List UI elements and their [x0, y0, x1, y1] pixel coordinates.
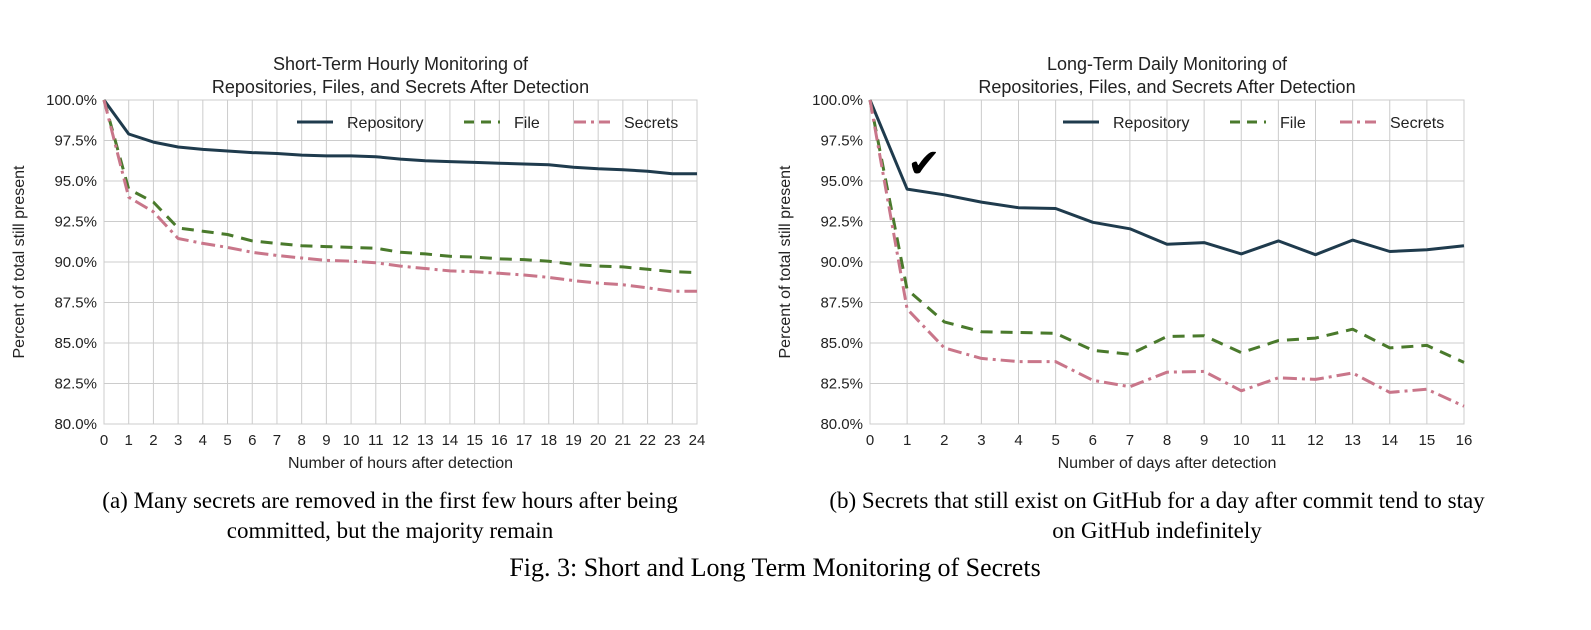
x-tick-label: 2	[149, 432, 157, 449]
y-axis-label: Percent of total still present	[11, 165, 28, 359]
series-line-file	[868, 99, 1465, 364]
y-tick-label: 97.5%	[54, 133, 97, 150]
x-axis-label: Number of days after detection	[1058, 455, 1277, 472]
y-tick-label: 87.5%	[820, 295, 863, 312]
x-tick-label: 6	[248, 432, 256, 449]
figure-caption: Fig. 3: Short and Long Term Monitoring o…	[509, 553, 1040, 582]
x-tick-label: 10	[1233, 432, 1250, 449]
x-tick-label: 15	[466, 432, 483, 449]
x-tick-label: 5	[1051, 432, 1059, 449]
chart-long-term: 80.0% 82.5% 85.0% 87.5% 90.0% 92.5% 95.0% 97.5%…	[777, 54, 1485, 543]
x-tick-label: 8	[1163, 432, 1171, 449]
x-tick-label: 12	[1307, 432, 1324, 449]
x-tick-label: 24	[689, 432, 706, 449]
x-tick-label: 10	[343, 432, 360, 449]
series-line-repository	[102, 99, 697, 176]
x-tick-label: 1	[903, 432, 911, 449]
chart-short-term: 80.0% 82.5% 85.0% 87.5% 90.0% 92.5% 95.0% 97.5%…	[11, 54, 705, 543]
x-tick-label: 13	[417, 432, 434, 449]
x-tick-label: 7	[273, 432, 281, 449]
y-tick-label: 82.5%	[820, 376, 863, 393]
chart-title: Long-Term Daily Monitoring of	[1047, 54, 1288, 74]
legend-label-repository: Repository	[347, 115, 423, 132]
y-tick-label: 82.5%	[54, 376, 97, 393]
y-tick-label: 80.0%	[54, 416, 97, 433]
x-tick-label: 3	[977, 432, 985, 449]
x-tick-label: 22	[639, 432, 656, 449]
x-tick-label: 4	[199, 432, 207, 449]
subfigure-caption: (b) Secrets that still exist on GitHub f…	[829, 488, 1485, 513]
x-tick-label: 16	[1456, 432, 1473, 449]
chart-title: Repositories, Files, and Secrets After D…	[978, 77, 1355, 97]
x-tick-label: 19	[565, 432, 582, 449]
plot-frame	[869, 99, 1465, 425]
x-tick-label: 3	[174, 432, 182, 449]
x-tick-label: 17	[516, 432, 533, 449]
x-tick-label: 7	[1126, 432, 1134, 449]
y-axis-label: Percent of total still present	[777, 165, 794, 359]
legend-label-file: File	[1280, 115, 1306, 132]
x-tick-label: 5	[223, 432, 231, 449]
x-axis-label: Number of hours after detection	[288, 455, 513, 472]
subfigure-caption: on GitHub indefinitely	[1052, 518, 1262, 543]
y-tick-label: 100.0%	[46, 92, 97, 109]
y-tick-label: 92.5%	[54, 214, 97, 231]
y-tick-label: 95.0%	[820, 173, 863, 190]
series-line-secrets	[102, 99, 697, 293]
x-tick-label: 11	[368, 432, 384, 449]
chart-title: Short-Term Hourly Monitoring of	[273, 54, 529, 74]
y-tick-label: 80.0%	[820, 416, 863, 433]
chart-title: Repositories, Files, and Secrets After D…	[212, 77, 589, 97]
x-tick-label: 20	[590, 432, 607, 449]
x-tick-label: 0	[100, 432, 108, 449]
series-line-repository	[868, 99, 1465, 257]
x-tick-label: 0	[866, 432, 874, 449]
y-tick-label: 92.5%	[820, 214, 863, 231]
x-tick-label: 11	[1271, 432, 1287, 449]
y-tick-label: 85.0%	[54, 335, 97, 352]
series-line-file	[102, 99, 698, 274]
y-tick-label: 90.0%	[54, 254, 97, 271]
subfigure-caption: committed, but the majority remain	[227, 518, 554, 543]
legend-label-repository: Repository	[1113, 115, 1189, 132]
subfigure-caption: (a) Many secrets are removed in the firs…	[102, 488, 678, 513]
x-tick-label: 4	[1014, 432, 1022, 449]
y-tick-label: 100.0%	[812, 92, 863, 109]
legend-label-file: File	[514, 115, 540, 132]
series-line-secrets	[868, 99, 1465, 408]
x-tick-label: 8	[297, 432, 305, 449]
x-tick-label: 14	[442, 432, 459, 449]
y-tick-label: 87.5%	[54, 295, 97, 312]
y-tick-label: 85.0%	[820, 335, 863, 352]
x-tick-label: 9	[1200, 432, 1208, 449]
x-tick-label: 16	[491, 432, 508, 449]
y-tick-label: 95.0%	[54, 173, 97, 190]
checkmark-icon: ✔	[907, 141, 941, 187]
x-tick-label: 9	[322, 432, 330, 449]
x-tick-label: 1	[125, 432, 133, 449]
x-tick-label: 12	[392, 432, 409, 449]
x-tick-label: 21	[615, 432, 632, 449]
legend-label-secrets: Secrets	[624, 115, 678, 132]
y-tick-label: 97.5%	[820, 133, 863, 150]
x-tick-label: 6	[1089, 432, 1097, 449]
x-tick-label: 15	[1419, 432, 1436, 449]
legend-label-secrets: Secrets	[1390, 115, 1444, 132]
plot-frame	[103, 99, 698, 425]
x-tick-label: 18	[540, 432, 557, 449]
x-tick-label: 2	[940, 432, 948, 449]
x-tick-label: 23	[664, 432, 681, 449]
y-tick-label: 90.0%	[820, 254, 863, 271]
x-tick-label: 14	[1381, 432, 1398, 449]
x-tick-label: 13	[1344, 432, 1361, 449]
